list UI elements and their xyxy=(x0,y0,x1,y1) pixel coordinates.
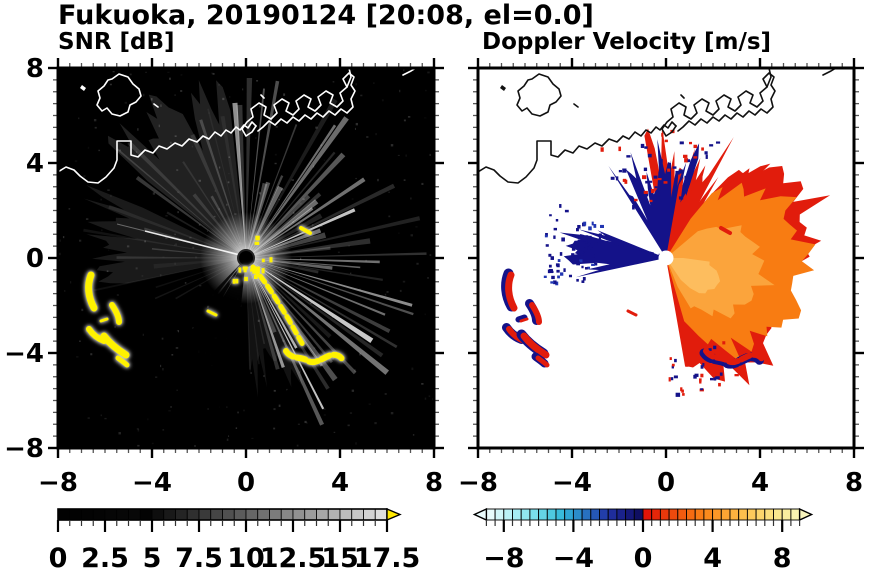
doppler-panel xyxy=(478,68,854,448)
coastline xyxy=(58,68,417,184)
y-tick-label: 8 xyxy=(26,54,44,84)
doppler-colorbar-over-arrow xyxy=(798,507,814,522)
y-tick-label: 4 xyxy=(26,149,44,179)
x-tick-label: 4 xyxy=(331,468,349,498)
x-tick-label: −8 xyxy=(458,468,498,498)
doppler-colorbar-label: 0 xyxy=(634,543,653,570)
snr-colorbar-label: 0 xyxy=(49,543,68,570)
y-tick-label: −4 xyxy=(4,339,44,369)
x-tick-label: 4 xyxy=(751,468,769,498)
x-tick-label: 0 xyxy=(237,468,255,498)
snr-colorbar-label: 15 xyxy=(321,543,359,570)
y-tick-label: −8 xyxy=(4,434,44,464)
snr-panel-title: SNR [dB] xyxy=(58,29,175,55)
x-tick-label: −4 xyxy=(552,468,592,498)
snr-colorbar-label: 2.5 xyxy=(81,543,129,570)
snr-panel xyxy=(58,68,434,448)
doppler-colorbar-label: −4 xyxy=(553,543,594,570)
coastline xyxy=(478,68,837,184)
doppler-colorbar: −8 −4 0 4 8 xyxy=(472,507,814,570)
snr-colorbar-label: 17.5 xyxy=(354,543,421,570)
doppler-colorbar-under-arrow xyxy=(472,507,488,522)
snr-colorbar-label: 12.5 xyxy=(260,543,327,570)
doppler-colorbar-label: 8 xyxy=(773,543,792,570)
x-tick-label: 8 xyxy=(425,468,443,498)
axes-frames-and-ticks: −8 −4 0 4 8 −8 −4 0 4 8 8 4 0 −4 −8 xyxy=(4,54,864,498)
snr-colorbar-label: 5 xyxy=(143,543,162,570)
figure-title: Fukuoka, 20190124 [20:08, el=0.0] xyxy=(58,0,594,31)
doppler-colorbar-label: −8 xyxy=(483,543,524,570)
x-tick-label: −8 xyxy=(38,468,78,498)
x-tick-label: −4 xyxy=(132,468,172,498)
x-tick-label: 8 xyxy=(845,468,863,498)
snr-colorbar-over-arrow xyxy=(386,507,402,522)
x-tick-label: 0 xyxy=(657,468,675,498)
snr-colorbar-label: 7.5 xyxy=(175,543,223,570)
doppler-isolated-echoes xyxy=(501,226,765,369)
y-tick-label: 0 xyxy=(26,244,44,274)
snr-high-echoes xyxy=(85,226,345,368)
doppler-colorbar-label: 4 xyxy=(703,543,722,570)
doppler-panel-title: Doppler Velocity [m/s] xyxy=(482,29,772,55)
snr-colorbar-label: 10 xyxy=(227,543,265,570)
